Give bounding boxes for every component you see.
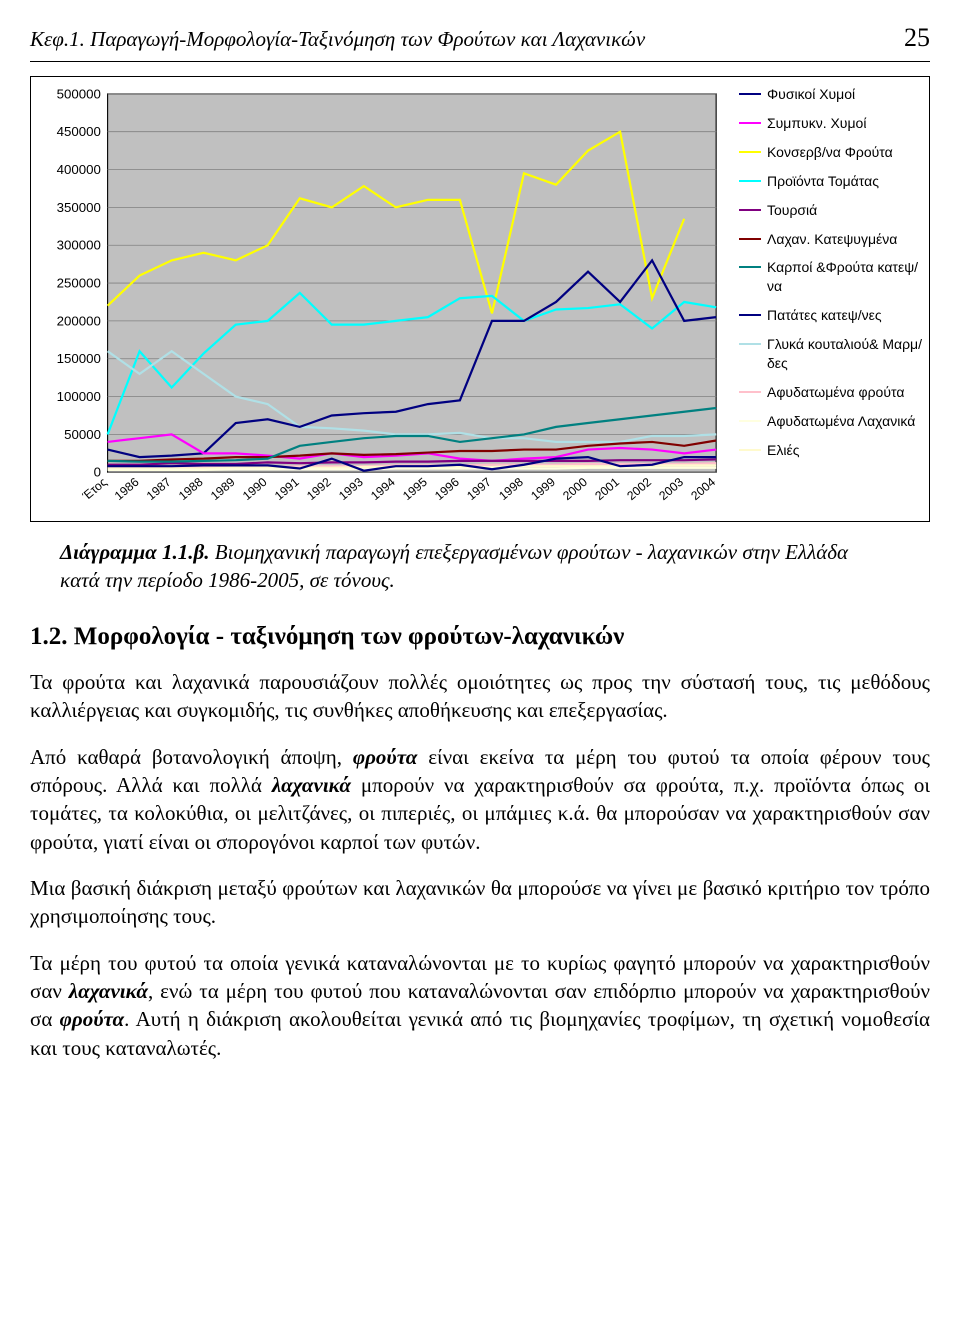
svg-text:1999: 1999 (528, 475, 558, 503)
legend-label: Αφυδατωμένα Λαχανικά (767, 412, 915, 431)
legend-swatch (739, 391, 761, 393)
svg-text:Έτος: Έτος (79, 475, 109, 504)
legend-swatch (739, 209, 761, 211)
p4-d: φρούτα (60, 1007, 125, 1031)
legend-label: Τουρσιά (767, 201, 817, 220)
p2-a: Από καθαρά βοτανολογική άποψη, (30, 745, 353, 769)
legend-swatch (739, 238, 761, 240)
svg-text:1988: 1988 (176, 475, 206, 503)
paragraph-3: Μια βασική διάκριση μεταξύ φρούτων και λ… (30, 874, 930, 931)
legend-label: Κονσερβ/να Φρούτα (767, 143, 893, 162)
figure-caption: Διάγραμμα 1.1.β. Βιομηχανική παραγωγή επ… (60, 538, 890, 595)
legend-label: Καρποί &Φρούτα κατεψ/να (767, 258, 923, 296)
svg-text:500000: 500000 (57, 86, 101, 101)
page-number: 25 (904, 20, 930, 55)
legend-label: Αφυδατωμένα φρούτα (767, 383, 904, 402)
legend-swatch (739, 151, 761, 153)
svg-text:1986: 1986 (112, 475, 142, 503)
svg-text:250000: 250000 (57, 276, 101, 291)
legend-swatch (739, 420, 761, 422)
svg-text:100000: 100000 (57, 389, 101, 404)
legend-label: Πατάτες κατεψ/νες (767, 306, 882, 325)
svg-text:1997: 1997 (464, 475, 494, 503)
legend-swatch (739, 93, 761, 95)
chart-figure: 0500001000001500002000002500003000003500… (30, 76, 930, 522)
legend-item: Κονσερβ/να Φρούτα (739, 143, 923, 162)
line-chart-svg: 0500001000001500002000002500003000003500… (39, 85, 725, 517)
legend-item: Πατάτες κατεψ/νες (739, 306, 923, 325)
legend-swatch (739, 266, 761, 268)
paragraph-4: Τα μέρη του φυτού τα οποία γενικά κατανα… (30, 949, 930, 1062)
svg-text:2004: 2004 (688, 475, 718, 503)
legend-label: Προϊόντα Τομάτας (767, 172, 879, 191)
paragraph-2: Από καθαρά βοτανολογική άποψη, φρούτα εί… (30, 743, 930, 856)
svg-text:1995: 1995 (400, 475, 430, 503)
chart-plot-area: 0500001000001500002000002500003000003500… (31, 77, 729, 521)
legend-item: Καρποί &Φρούτα κατεψ/να (739, 258, 923, 296)
svg-text:1994: 1994 (368, 475, 398, 503)
legend-swatch (739, 122, 761, 124)
legend-label: Ελιές (767, 441, 799, 460)
legend-label: Λαχαν. Κατεψυγμένα (767, 230, 897, 249)
svg-text:300000: 300000 (57, 238, 101, 253)
running-header: Kεφ.1. Παραγωγή-Μορφολογία-Ταξινόμηση τω… (30, 20, 930, 62)
svg-text:1990: 1990 (240, 475, 270, 503)
p2-d: λαχανικά (272, 773, 351, 797)
legend-swatch (739, 449, 761, 451)
svg-text:2002: 2002 (624, 475, 654, 503)
legend-swatch (739, 314, 761, 316)
svg-text:450000: 450000 (57, 124, 101, 139)
svg-text:2003: 2003 (656, 475, 686, 503)
chart-legend: Φυσικοί Χυμοί Συμπυκν. Χυμοί Κονσερβ/να Φρ… (729, 77, 929, 521)
svg-text:1993: 1993 (336, 475, 366, 503)
p4-b: λαχανικά (69, 979, 148, 1003)
legend-label: Γλυκά κουταλιού& Μαρμ/δες (767, 335, 923, 373)
legend-item: Αφυδατωμένα Λαχανικά (739, 412, 923, 431)
legend-label: Συμπυκν. Χυμοί (767, 114, 866, 133)
p2-b: φρούτα (353, 745, 418, 769)
legend-label: Φυσικοί Χυμοί (767, 85, 855, 104)
svg-text:1991: 1991 (272, 475, 302, 503)
legend-item: Αφυδατωμένα φρούτα (739, 383, 923, 402)
legend-item: Τουρσιά (739, 201, 923, 220)
section-title: 1.2. Μορφολογία - ταξινόμηση των φρούτων… (30, 620, 930, 654)
legend-swatch (739, 343, 761, 345)
svg-text:400000: 400000 (57, 162, 101, 177)
legend-item: Ελιές (739, 441, 923, 460)
legend-swatch (739, 180, 761, 182)
svg-text:2000: 2000 (560, 475, 590, 503)
svg-text:1987: 1987 (144, 475, 174, 503)
paragraph-1: Τα φρούτα και λαχανικά παρουσιάζουν πολλ… (30, 668, 930, 725)
svg-text:2001: 2001 (592, 475, 622, 503)
p4-e: . Αυτή η διάκριση ακολουθείται γενικά απ… (30, 1007, 930, 1059)
legend-item: Συμπυκν. Χυμοί (739, 114, 923, 133)
header-text: Kεφ.1. Παραγωγή-Μορφολογία-Ταξινόμηση τω… (30, 25, 645, 53)
legend-item: Φυσικοί Χυμοί (739, 85, 923, 104)
svg-text:1992: 1992 (304, 475, 334, 503)
legend-item: Λαχαν. Κατεψυγμένα (739, 230, 923, 249)
svg-text:1989: 1989 (208, 475, 238, 503)
svg-text:1998: 1998 (496, 475, 526, 503)
legend-item: Γλυκά κουταλιού& Μαρμ/δες (739, 335, 923, 373)
svg-text:200000: 200000 (57, 313, 101, 328)
legend-item: Προϊόντα Τομάτας (739, 172, 923, 191)
svg-text:350000: 350000 (57, 200, 101, 215)
caption-lead: Διάγραμμα 1.1.β. (60, 540, 210, 564)
svg-text:50000: 50000 (64, 427, 101, 442)
svg-text:1996: 1996 (432, 475, 462, 503)
svg-text:150000: 150000 (57, 351, 101, 366)
